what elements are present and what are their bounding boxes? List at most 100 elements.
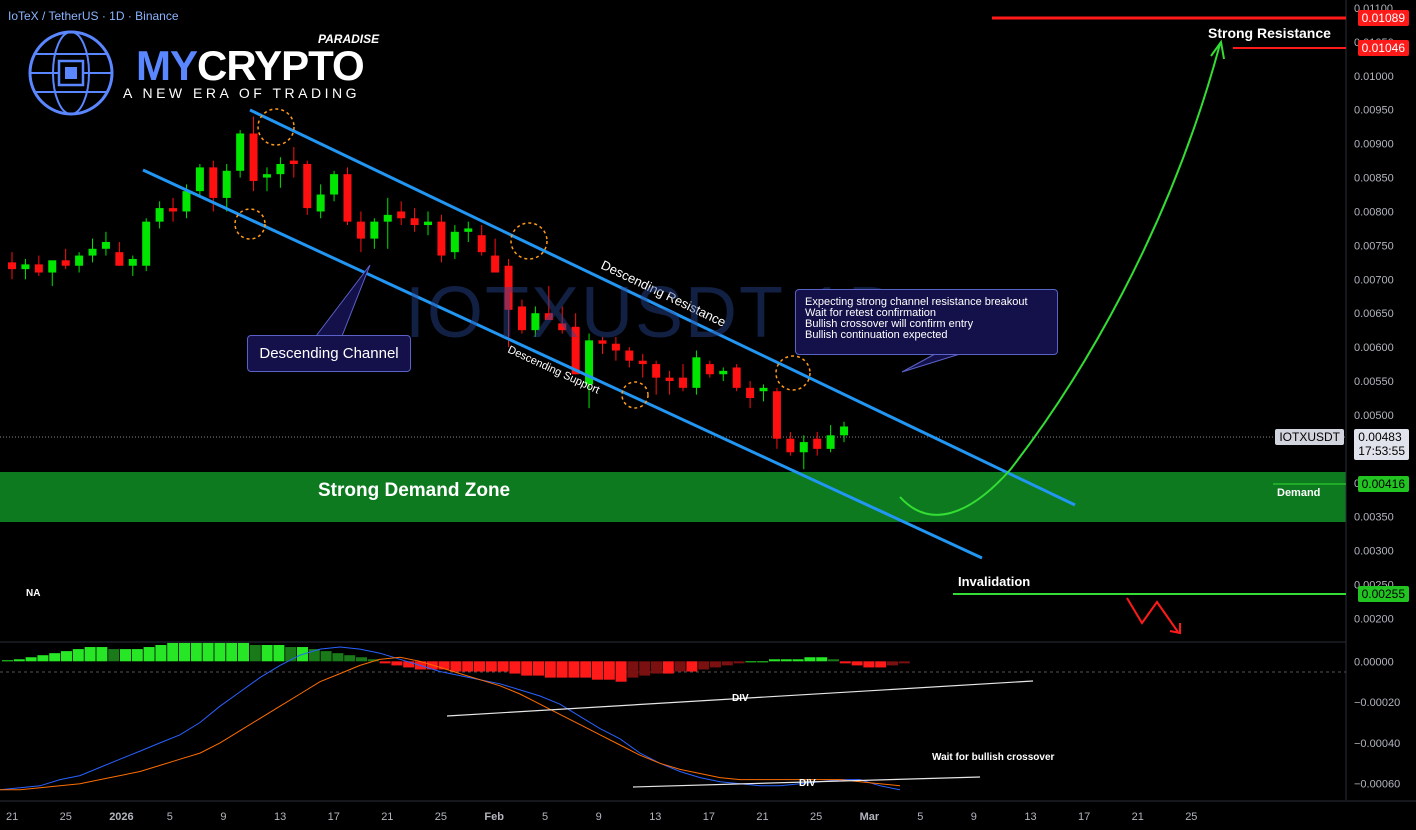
price-tick-label: 0.01000 [1354,71,1394,83]
touch-circle [621,381,649,409]
div-line-1 [446,680,1034,717]
macd-histogram-bar [2,660,13,662]
strong-demand-zone-label: Strong Demand Zone [318,480,511,501]
candle [303,160,312,215]
note-callout-pointer [901,353,961,373]
candle [61,248,70,270]
signal-line [0,656,901,791]
price-tick-label: 0.00900 [1354,139,1394,151]
bar-countdown: 17:53:55 [1358,444,1405,458]
candle [625,347,634,368]
candle [276,157,285,188]
candle [8,252,16,280]
candle [397,201,406,226]
div-line-2 [632,776,981,788]
resistance-price-tag-2: 0.01046 [1357,40,1409,56]
candle [558,306,567,334]
macd-histogram-bar [474,661,485,672]
macd-histogram-bar [887,661,898,666]
candle [21,258,30,280]
candle [813,431,822,456]
projection-arrow-head [1210,39,1225,60]
time-tick-label: 17 [703,811,715,823]
invalidation-price-tag: 0.00255 [1357,586,1409,602]
time-tick-label: 17 [1078,811,1090,823]
candle [638,353,647,378]
globe-icon [28,30,114,116]
macd-line [0,646,901,791]
strong-resistance-label: Strong Resistance [1208,25,1331,41]
candle [437,214,446,263]
candle [343,167,352,226]
macd-histogram-bar [61,651,72,662]
macd-histogram-bar [450,661,462,672]
macd-histogram-bar [131,649,143,662]
macd-histogram-bar [851,661,863,666]
macd-histogram-bar [497,661,509,672]
candle [504,258,513,348]
candle [826,425,835,453]
macd-histogram-bar [721,661,733,666]
time-tick-label: 25 [435,811,447,823]
touch-circle [234,208,266,240]
candle [772,387,781,449]
macd-histogram-bar [332,653,344,662]
resistance-price-tag-1: 0.01089 [1357,10,1409,26]
macd-histogram-bar [143,647,155,662]
price-tick-label: 0.00800 [1354,206,1394,218]
time-tick-label: 21 [381,811,393,823]
macd-histogram-bar [367,659,379,662]
time-tick-label: 5 [167,811,173,823]
candle [316,184,325,219]
macd-histogram-bar [379,661,391,664]
macd-histogram-bar [391,661,403,666]
macd-tick-label: −0.00060 [1354,779,1400,791]
candle [142,218,151,272]
candle [48,260,57,287]
channel-callout-pointer [314,264,371,337]
time-tick-label: 13 [1024,811,1036,823]
zigzag-arrow-head [1169,623,1181,635]
macd-histogram-bar [226,642,238,662]
macd-histogram-bar [320,651,332,662]
macd-histogram-bar [651,661,662,674]
candle [652,360,661,395]
time-tick-label: 25 [1185,811,1197,823]
candle [249,116,258,192]
candle [531,306,540,337]
price-tick-label: 0.00700 [1354,274,1394,286]
macd-histogram-bar [580,661,592,678]
candle [410,208,419,232]
macd-histogram-bar [615,661,627,682]
bullish-projection-curve [899,43,1221,516]
macd-histogram-bar [828,659,839,662]
logo-paradise: PARADISE [318,32,380,46]
candle [128,255,137,276]
macd-histogram-bar [190,642,202,662]
touch-circle [775,355,811,391]
candle [101,231,110,256]
logo-wordmark: MYCRYPTO [136,42,365,89]
macd-histogram-bar [167,642,179,662]
macd-histogram-bar [568,661,580,678]
time-tick-label: 5 [542,811,548,823]
time-tick-label: 9 [220,811,226,823]
time-tick-label: 9 [971,811,977,823]
macd-histogram-bar [592,661,603,680]
macd-histogram-bar [780,659,792,662]
macd-histogram-bar [344,655,356,662]
macd-histogram-bar [662,661,674,674]
symbol-header[interactable]: IoTeX / TetherUS · 1D · Binance [8,9,179,23]
candle [571,313,580,375]
candle [195,164,204,198]
macd-histogram-bar [120,649,131,662]
macd-histogram-bar [273,645,285,662]
macd-histogram-bar [804,657,816,662]
last-price-tag: 0.00483 17:53:55 [1354,429,1409,460]
candle [665,370,674,395]
note-line: Wait for retest confirmation [805,307,937,319]
brand-logo: MYCRYPTO PARADISE A NEW ERA OF TRADING [26,28,379,118]
macd-histogram-bar [485,661,497,672]
candle [450,225,459,259]
